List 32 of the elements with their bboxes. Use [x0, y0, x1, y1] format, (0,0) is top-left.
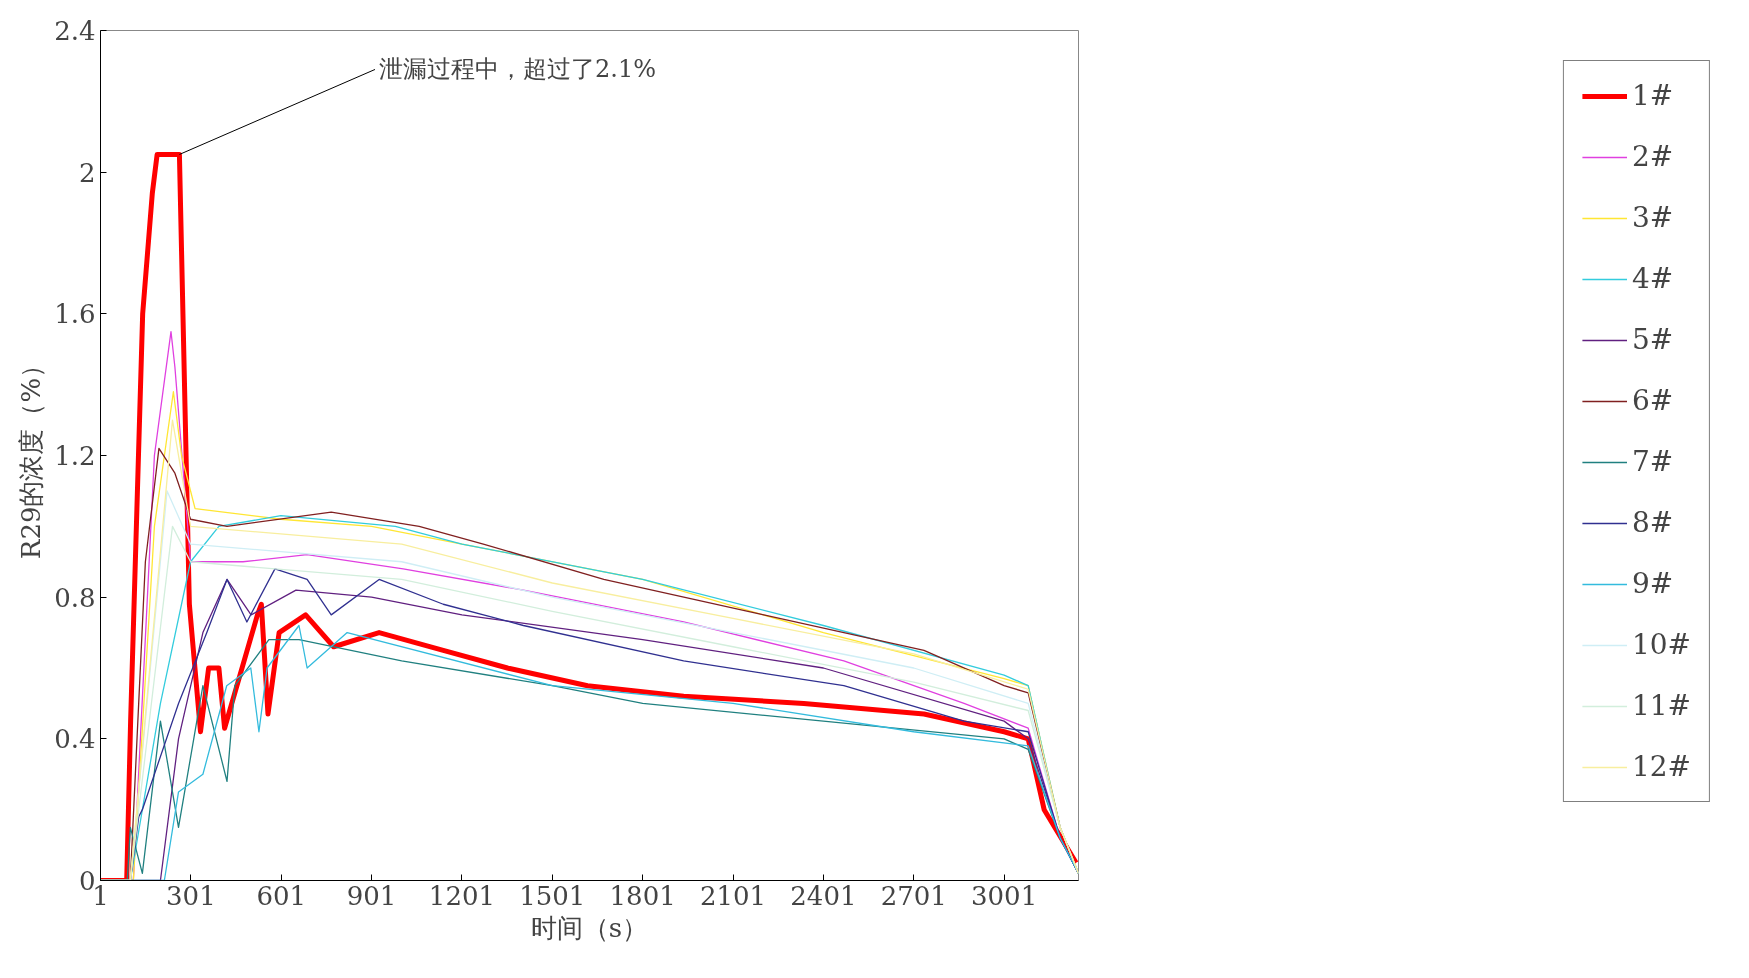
legend-label: 12#: [1631, 750, 1691, 783]
x-tick-label: 301: [166, 880, 216, 911]
legend-label: 11#: [1631, 689, 1691, 722]
y-tick-label: 2.4: [54, 16, 96, 46]
annotation: 泄漏过程中，超过了2.1%: [379, 55, 656, 84]
x-tick-label: 2401: [790, 880, 857, 911]
y-tick-label: 1.6: [54, 299, 96, 330]
y-tick-label: 1.2: [54, 441, 96, 471]
legend-label: 4#: [1631, 262, 1674, 295]
legend-label: 9#: [1631, 567, 1674, 600]
legend-label: 10#: [1631, 628, 1691, 661]
legend-label: 8#: [1631, 506, 1674, 539]
x-tick-label: 901: [346, 880, 397, 911]
x-tick-label: 1201: [428, 880, 496, 911]
legend-label: 5#: [1631, 323, 1674, 356]
x-tick-label: 2701: [880, 880, 947, 911]
legend-label: 7#: [1631, 445, 1674, 478]
x-tick-label: 1801: [609, 880, 676, 911]
y-tick-label: 0: [78, 866, 96, 896]
x-tick-label: 3001: [971, 880, 1038, 911]
legend-label: 1#: [1631, 79, 1674, 112]
y-tick-label: 0.4: [54, 724, 96, 755]
y-tick-label: 0.8: [54, 582, 96, 613]
x-axis-title: 时间（s）: [530, 912, 649, 943]
y-tick-label: 2: [78, 157, 96, 188]
y-axis-title: R29的浓度（%）: [16, 351, 47, 560]
x-tick-label: 601: [256, 880, 307, 911]
legend-label: 3#: [1631, 201, 1674, 234]
x-tick-label: 2101: [699, 880, 767, 911]
legend-label: 2#: [1631, 140, 1674, 173]
x-tick-label: 1501: [519, 880, 586, 911]
legend-label: 6#: [1631, 384, 1674, 417]
